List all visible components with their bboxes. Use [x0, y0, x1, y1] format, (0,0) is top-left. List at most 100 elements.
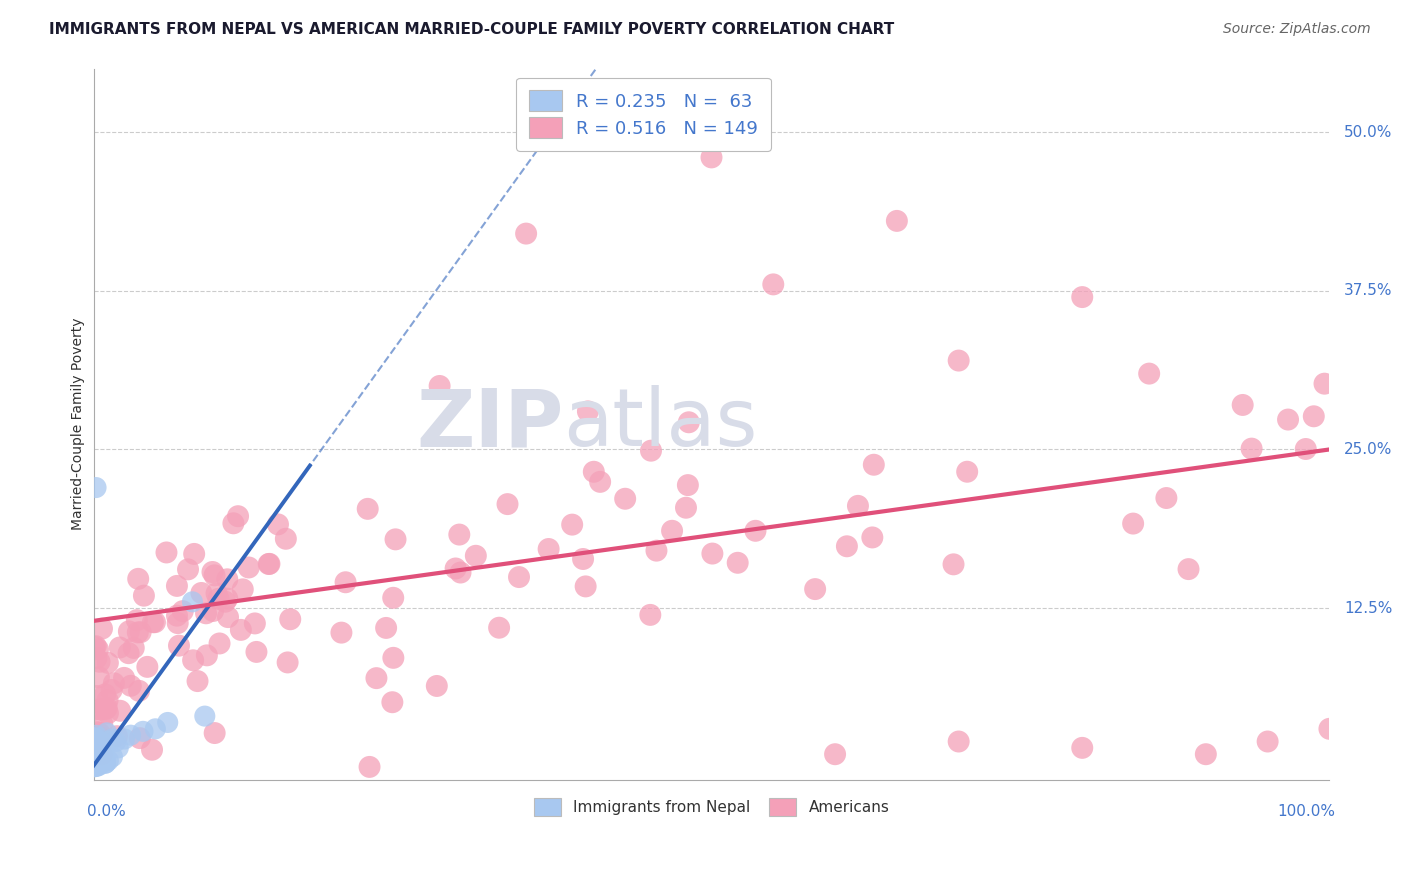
Point [382, 650, 405, 665]
Point [108, 640, 131, 655]
Point [1195, 747, 1218, 762]
Point [1071, 740, 1094, 755]
Point [101, 749, 124, 764]
Point [86, 746, 108, 760]
Point [1156, 491, 1178, 505]
Point [94, 737, 117, 751]
Point [84, 728, 107, 742]
Point [382, 591, 405, 605]
Point [105, 729, 128, 743]
Point [86, 759, 108, 773]
Point [676, 478, 699, 492]
Point [862, 458, 884, 472]
Point [107, 740, 129, 755]
Point [129, 625, 152, 640]
Point [645, 543, 668, 558]
Point [96, 726, 118, 740]
Point [91, 716, 114, 731]
Point [496, 497, 519, 511]
Point [112, 671, 135, 685]
Point [589, 475, 612, 489]
Point [84, 759, 107, 773]
Point [86, 738, 108, 752]
Point [846, 499, 869, 513]
Text: 12.5%: 12.5% [1344, 600, 1392, 615]
Point [232, 582, 254, 597]
Point [87, 743, 110, 757]
Point [1277, 412, 1299, 426]
Point [537, 541, 560, 556]
Point [614, 491, 637, 506]
Point [83, 741, 105, 756]
Point [702, 547, 724, 561]
Point [84, 754, 107, 768]
Text: ZIP: ZIP [416, 385, 564, 463]
Point [97, 693, 120, 707]
Point [762, 277, 785, 292]
Point [640, 607, 662, 622]
Point [1257, 734, 1279, 748]
Point [204, 568, 226, 582]
Point [278, 612, 301, 626]
Point [90, 744, 112, 758]
Point [804, 582, 827, 596]
Point [86, 758, 108, 772]
Point [94, 702, 117, 716]
Point [87, 758, 110, 772]
Point [84, 759, 107, 773]
Point [824, 747, 846, 762]
Point [183, 547, 205, 561]
Point [700, 150, 723, 164]
Point [83, 760, 105, 774]
Point [86, 755, 108, 769]
Point [108, 704, 131, 718]
Point [120, 679, 142, 693]
Point [942, 558, 965, 572]
Point [91, 745, 114, 759]
Point [195, 648, 218, 663]
Point [84, 758, 107, 772]
Point [91, 622, 114, 636]
Point [89, 702, 111, 716]
Point [226, 509, 249, 524]
Point [508, 570, 530, 584]
Point [202, 604, 225, 618]
Point [128, 683, 150, 698]
Point [575, 579, 598, 593]
Point [640, 443, 662, 458]
Point [229, 623, 252, 637]
Point [97, 734, 120, 748]
Point [89, 739, 111, 753]
Point [114, 731, 136, 746]
Point [83, 751, 105, 765]
Point [675, 500, 697, 515]
Point [104, 734, 127, 748]
Point [118, 624, 141, 639]
Point [96, 701, 118, 715]
Point [142, 615, 165, 630]
Point [83, 748, 105, 763]
Point [90, 747, 112, 762]
Point [1319, 722, 1341, 736]
Point [97, 706, 120, 721]
Point [83, 754, 105, 768]
Text: Source: ZipAtlas.com: Source: ZipAtlas.com [1223, 22, 1371, 37]
Point [89, 726, 111, 740]
Point [381, 695, 404, 709]
Point [181, 595, 204, 609]
Point [727, 556, 749, 570]
Point [89, 740, 111, 755]
Point [84, 731, 107, 746]
Point [89, 736, 111, 750]
Point [86, 752, 108, 766]
Point [94, 753, 117, 767]
Point [335, 575, 357, 590]
Point [488, 621, 510, 635]
Point [835, 539, 858, 553]
Point [204, 726, 226, 740]
Point [956, 465, 979, 479]
Point [87, 754, 110, 768]
Point [89, 655, 111, 669]
Point [89, 731, 111, 746]
Point [83, 737, 105, 751]
